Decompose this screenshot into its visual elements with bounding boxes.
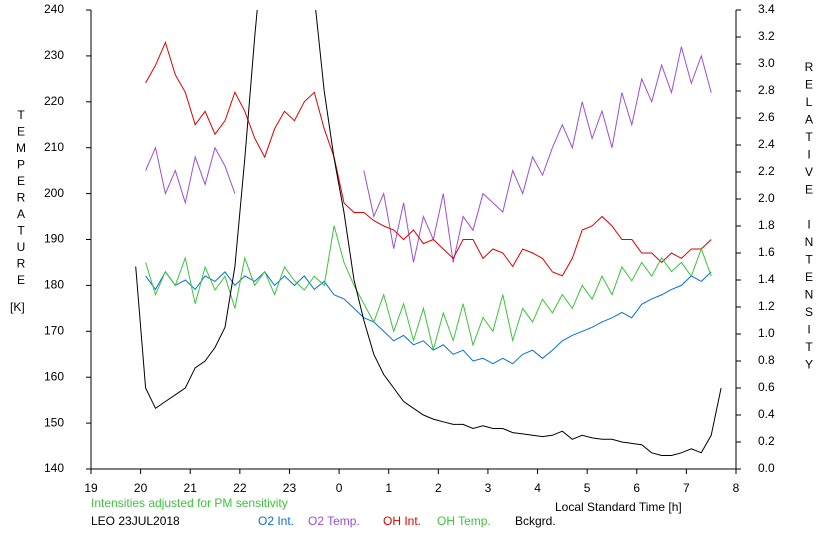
series-line — [135, 10, 722, 456]
y-tick-label: 230 — [44, 48, 64, 62]
legend-label: O2 Temp. — [308, 514, 360, 528]
y-axis-title: TEMPERATURE — [14, 108, 28, 290]
series-line — [145, 225, 712, 350]
x-tick-label: 22 — [233, 481, 247, 495]
y2-tick-label: 1.6 — [758, 245, 775, 259]
y-tick-label: 140 — [44, 461, 64, 475]
y2-tick-label: 1.4 — [758, 272, 775, 286]
y2-tick-label: 3.2 — [758, 29, 775, 43]
y2-tick-label: 2.8 — [758, 83, 775, 97]
y2-tick-label: 2.0 — [758, 191, 775, 205]
y-tick-label: 200 — [44, 186, 64, 200]
y-tick-label: 180 — [44, 278, 64, 292]
legend-label: OH Int. — [383, 514, 421, 528]
x-tick-label: 0 — [336, 481, 343, 495]
y2-tick-label: 2.6 — [758, 110, 775, 124]
y-tick-label: 150 — [44, 415, 64, 429]
x-tick-label: 23 — [283, 481, 297, 495]
y2-tick-label: 0.0 — [758, 461, 775, 475]
x-tick-label: 6 — [633, 481, 640, 495]
y2-tick-label: 0.6 — [758, 380, 775, 394]
series-line — [145, 40, 712, 277]
y2-tick-label: 3.0 — [758, 56, 775, 70]
x-tick-label: 4 — [534, 481, 541, 495]
y-tick-label: 170 — [44, 323, 64, 337]
x-tick-label: 5 — [584, 481, 591, 495]
legend-label: OH Temp. — [437, 514, 491, 528]
y2-tick-label: 1.8 — [758, 218, 775, 232]
y2-tick-label: 0.8 — [758, 353, 775, 367]
y-tick-label: 190 — [44, 232, 64, 246]
y2-tick-label: 0.2 — [758, 434, 775, 448]
x-tick-label: 21 — [184, 481, 198, 495]
y2-tick-label: 1.0 — [758, 326, 775, 340]
x-tick-label: 3 — [485, 481, 492, 495]
x-tick-label: 20 — [134, 481, 148, 495]
y2-tick-label: 2.2 — [758, 164, 775, 178]
y2-tick-label: 0.4 — [758, 407, 775, 421]
x-tick-label: 1 — [385, 481, 392, 495]
y2-tick-label: 2.4 — [758, 137, 775, 151]
y-tick-label: 210 — [44, 140, 64, 154]
series-line — [145, 46, 712, 263]
y-tick-label: 220 — [44, 94, 64, 108]
x-tick-label: 19 — [84, 481, 98, 495]
x-tick-label: 8 — [733, 481, 740, 495]
y-tick-label: 240 — [44, 2, 64, 16]
y-axis-unit: [K] — [10, 300, 25, 314]
series-line — [145, 270, 712, 365]
y2-tick-label: 1.2 — [758, 299, 775, 313]
station: LEO 23JUL2018 — [91, 514, 180, 528]
x-tick-label: 7 — [683, 481, 690, 495]
x-tick-label: 2 — [435, 481, 442, 495]
note: Intensities adjusted for PM sensitivity — [91, 496, 288, 510]
y2-tick-label: 3.4 — [758, 2, 775, 16]
y-tick-label: 160 — [44, 369, 64, 383]
legend-label: Bckgrd. — [515, 514, 556, 528]
legend-label: O2 Int. — [258, 514, 294, 528]
y2-axis-title: RELATIVE INTENSITY — [802, 60, 816, 375]
x-axis-title: Local Standard Time [h] — [555, 500, 682, 514]
